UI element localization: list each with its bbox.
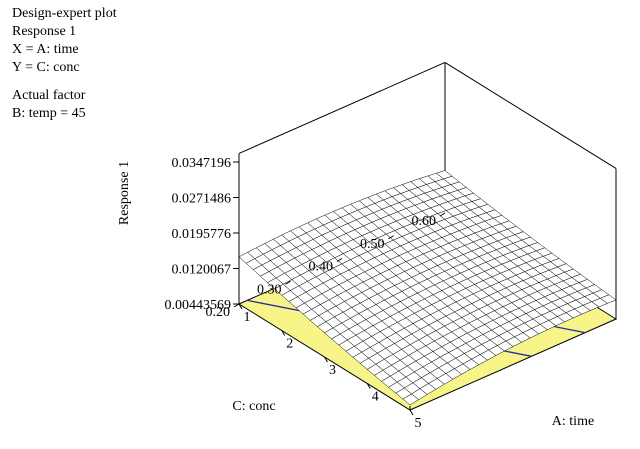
x-tick-label: 5: [415, 416, 422, 431]
x-tick-mark: [238, 303, 243, 310]
z-tick-label: 0.0195776: [172, 227, 232, 242]
y-axis-title: C: conc: [232, 399, 275, 414]
y-tick-label: 0.40: [309, 260, 334, 275]
y-tick-mark: [439, 212, 446, 217]
y-tick-mark: [388, 235, 394, 240]
x-tick-label: 4: [372, 390, 379, 405]
y-tick-mark: [233, 303, 240, 308]
actual-factor-title: Actual factor: [12, 88, 86, 103]
x-definition: X = A: time: [12, 42, 79, 57]
z-tick-label: 0.0347196: [172, 156, 232, 171]
x-axis-title: A: time: [552, 414, 594, 429]
z-tick-label: 0.0120067: [172, 263, 232, 278]
x-tick-label: 3: [329, 363, 336, 378]
y-tick-label: 0.30: [257, 282, 282, 297]
y-definition: Y = C: conc: [12, 60, 80, 75]
box-edge: [444, 62, 617, 169]
x-tick-label: 1: [244, 310, 251, 325]
box-edge: [238, 62, 446, 154]
x-tick-mark: [281, 330, 286, 336]
x-tick-mark: [366, 383, 371, 389]
y-tick-label: 0.60: [412, 214, 437, 229]
response-label: Response 1: [12, 24, 77, 39]
z-axis-title: Response 1: [117, 161, 132, 225]
x-tick-mark: [324, 356, 328, 363]
y-tick-label: 0.50: [360, 237, 385, 252]
axis-ticks: [233, 161, 446, 416]
surface-cell: [402, 393, 420, 406]
z-tick-label: 0.0271486: [172, 192, 232, 207]
program-title: Design-expert plot: [12, 6, 117, 21]
axis-labels: 0.00443569 0.0120067 0.0195776 0.0271486 0.0…: [117, 156, 594, 431]
z-tick-label: 0.00443569: [165, 298, 232, 313]
y-tick-mark: [285, 280, 291, 285]
response-surface-mesh: [238, 170, 617, 406]
x-tick-mark: [409, 409, 414, 416]
x-tick-label: 2: [286, 337, 293, 352]
y-tick-mark: [336, 258, 343, 262]
y-tick-label: 0.20: [206, 305, 231, 320]
actual-factor-value: B: temp = 45: [12, 106, 86, 121]
